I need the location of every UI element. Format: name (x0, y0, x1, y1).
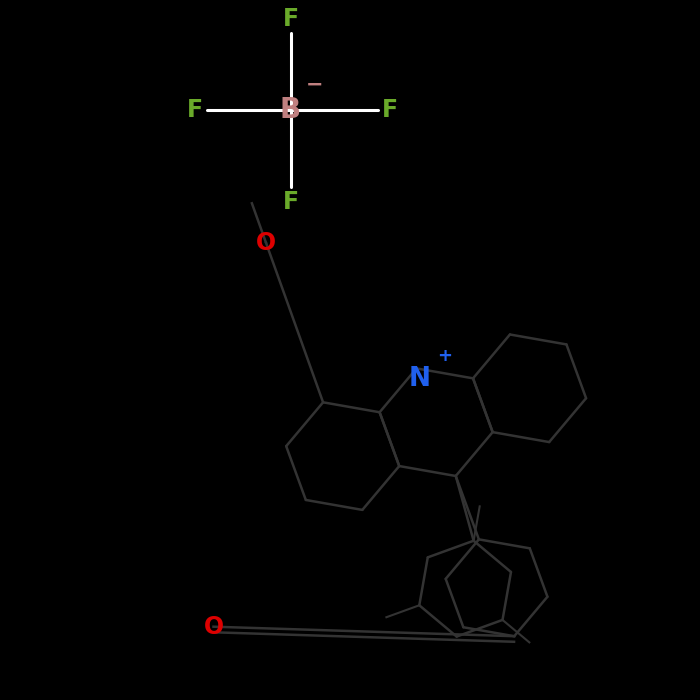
Text: O: O (204, 615, 223, 638)
Text: F: F (382, 98, 398, 122)
Text: B: B (280, 96, 301, 124)
Text: +: + (438, 347, 452, 365)
Text: F: F (282, 6, 299, 31)
Text: F: F (282, 190, 299, 214)
Text: N: N (409, 366, 431, 392)
Text: F: F (187, 98, 203, 122)
Text: −: − (306, 75, 323, 94)
Text: O: O (256, 231, 276, 255)
